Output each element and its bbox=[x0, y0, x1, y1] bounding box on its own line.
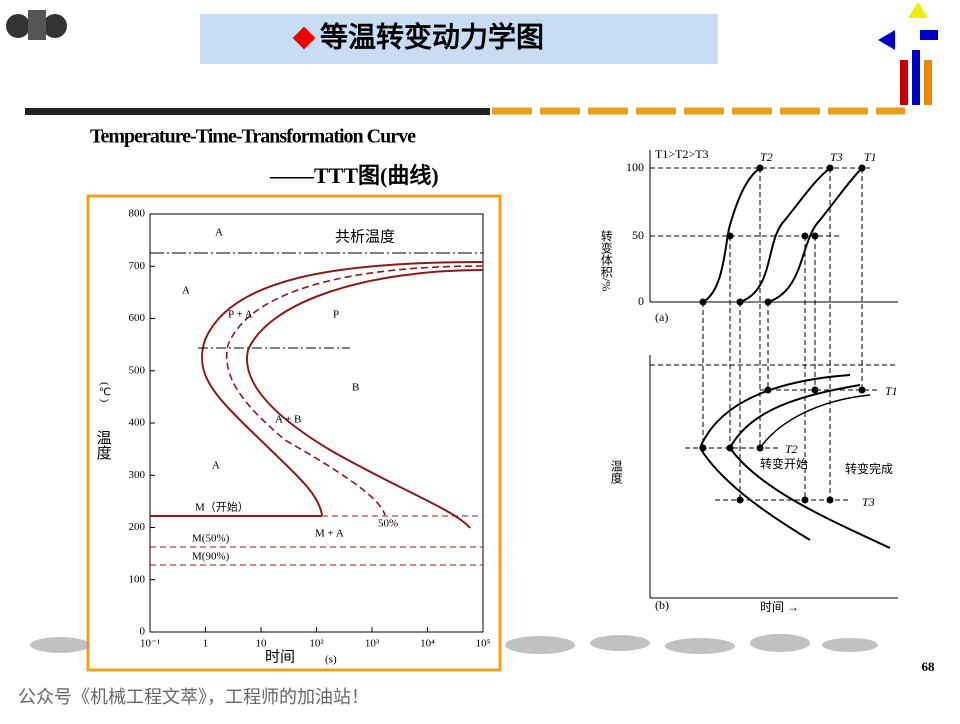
finish-curve bbox=[729, 447, 891, 549]
curve-label: T2 bbox=[760, 150, 773, 164]
point bbox=[756, 444, 764, 452]
curve-label: T3 bbox=[830, 150, 843, 164]
y-tick-label: 400 bbox=[129, 417, 146, 429]
condition: T1>T2>T3 bbox=[655, 147, 709, 161]
y-tick-label: 100 bbox=[626, 160, 644, 174]
schematic-chart: T1>T2>T3 转变体积/% (a) 转变开始 转变完成 温度 时间 → (b… bbox=[599, 147, 898, 614]
y-tick-label: 600 bbox=[129, 312, 146, 324]
start-curve bbox=[200, 261, 484, 516]
y-unit: (℃) bbox=[98, 382, 110, 403]
finish-curve bbox=[245, 269, 484, 529]
ttt-chart: 共析温度 M（开始） M(50%) M(90%) 50% P + A A + B… bbox=[95, 208, 491, 666]
y-tick-label: 700 bbox=[129, 260, 146, 272]
y-tick-label: 800 bbox=[129, 208, 146, 220]
x-axis-b: 时间 → bbox=[760, 600, 799, 614]
point bbox=[726, 232, 734, 240]
logo bbox=[6, 10, 67, 40]
y-tick-label: 200 bbox=[129, 521, 146, 533]
point bbox=[736, 298, 744, 306]
curve bbox=[767, 167, 863, 303]
chart-frame bbox=[86, 194, 502, 672]
annotation: A + B bbox=[275, 414, 301, 426]
x-unit: (s) bbox=[325, 654, 337, 666]
t-label: T2 bbox=[785, 442, 798, 456]
x-tick-label: 10 bbox=[256, 638, 268, 650]
point bbox=[811, 386, 819, 394]
title: 等温转变动力学图 bbox=[320, 20, 544, 53]
credit: 公众号《机械工程文萃》，工程师的加油站！ bbox=[18, 687, 369, 708]
x-axis-label: 时间 bbox=[265, 648, 295, 665]
y-tick-label: 100 bbox=[129, 573, 146, 585]
page-number: 68 bbox=[922, 659, 936, 674]
start-curve bbox=[699, 447, 811, 541]
y-tick-label: 50 bbox=[632, 228, 644, 242]
panel-label: (a) bbox=[655, 310, 668, 324]
point bbox=[801, 232, 809, 240]
finish-curve bbox=[729, 384, 861, 449]
region-label: B bbox=[352, 382, 359, 394]
y-tick-label: 500 bbox=[129, 364, 146, 376]
point bbox=[811, 232, 819, 240]
curve-label: T1 bbox=[864, 150, 877, 164]
x-tick-label: 10⁵ bbox=[476, 638, 491, 650]
point bbox=[736, 496, 744, 504]
annotation: 共析温度 bbox=[335, 228, 395, 245]
y-axis-b: 温度 bbox=[609, 460, 623, 484]
heading-cn: ——TTT图(曲线) bbox=[269, 163, 439, 188]
point bbox=[801, 496, 809, 504]
curve bbox=[702, 167, 761, 303]
annotation: M(90%) bbox=[192, 551, 230, 563]
pebbles bbox=[30, 634, 878, 654]
callout: 转变开始 bbox=[760, 456, 808, 471]
annotation: M(50%) bbox=[192, 533, 230, 545]
point bbox=[858, 164, 866, 172]
annotation: P + A bbox=[228, 309, 253, 321]
x-tick-label: 1 bbox=[203, 638, 209, 650]
panel-label: (b) bbox=[655, 598, 669, 612]
region-label: A bbox=[212, 460, 220, 472]
annotation: M（开始） bbox=[195, 500, 249, 514]
y-axis-label: 温度 bbox=[95, 430, 112, 460]
heading-en: Temperature-Time-Transformation Curve bbox=[90, 126, 416, 148]
x-tick-label: 10⁴ bbox=[420, 638, 435, 650]
point bbox=[699, 444, 707, 452]
point bbox=[756, 164, 764, 172]
point bbox=[726, 444, 734, 452]
x-tick-label: 10³ bbox=[365, 638, 380, 650]
point bbox=[764, 298, 772, 306]
t-label: T1 bbox=[885, 384, 898, 398]
projection-lines bbox=[702, 168, 863, 500]
x-tick-label: 10² bbox=[309, 638, 324, 650]
region-label: P bbox=[333, 309, 339, 321]
start-curve bbox=[699, 374, 851, 449]
t-label: T3 bbox=[862, 495, 875, 509]
point bbox=[764, 386, 772, 394]
point bbox=[699, 298, 707, 306]
point bbox=[858, 386, 866, 394]
half-curve bbox=[225, 265, 484, 516]
callout: 转变完成 bbox=[845, 461, 893, 476]
title-banner bbox=[200, 14, 718, 64]
point bbox=[826, 164, 834, 172]
x-tick-label: 10⁻¹ bbox=[140, 638, 160, 650]
y-tick-label: 0 bbox=[638, 294, 644, 308]
y-axis-a: 转变体积/% bbox=[599, 229, 613, 292]
y-tick-label: 300 bbox=[129, 469, 146, 481]
curve bbox=[739, 167, 831, 303]
point bbox=[826, 496, 834, 504]
annotation: 50% bbox=[378, 518, 398, 530]
divider bbox=[25, 108, 490, 115]
region-label: A bbox=[182, 285, 190, 297]
y-tick-label: 0 bbox=[140, 626, 146, 638]
region-label: A bbox=[215, 227, 223, 239]
region-label: M + A bbox=[315, 528, 344, 540]
corner-deco bbox=[878, 2, 938, 105]
curve bbox=[759, 394, 871, 449]
